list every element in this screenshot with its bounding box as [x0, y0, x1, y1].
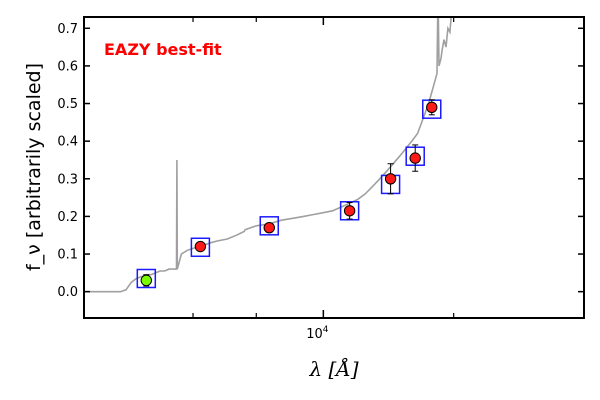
y-tick-label: 0.1	[57, 248, 78, 263]
annotation-text: EAZY best-fit	[104, 40, 222, 59]
y-axis-label: f_ν [arbitrarily scaled]	[23, 63, 45, 271]
data-point	[343, 205, 356, 217]
model-spectrum-line	[84, 17, 452, 293]
y-tick-label: 0.4	[57, 135, 78, 150]
y-tick-label: 0.5	[57, 97, 78, 112]
data-point	[194, 240, 207, 253]
y-tick-label: 0.2	[57, 210, 78, 225]
model-flux-box	[136, 268, 157, 289]
data-point	[384, 173, 397, 185]
model-flux-box	[259, 216, 280, 236]
x-axis-label: λ [Å]	[308, 356, 358, 381]
model-flux-box	[339, 201, 360, 221]
plot-area	[84, 17, 452, 293]
data-point	[426, 101, 438, 114]
plot-frame	[83, 16, 585, 319]
axis-ticks: 0.0 0.1 0.2 0.3 0.4 0.5 0.6 0.7 104	[57, 17, 584, 342]
model-flux-box	[190, 237, 211, 258]
data-point	[409, 152, 421, 164]
y-tick-label: 0.0	[57, 285, 78, 300]
y-tick-label: 0.7	[57, 22, 78, 37]
y-tick-label: 0.6	[57, 59, 78, 74]
data-point	[140, 274, 153, 287]
x-tick-label: 104	[306, 325, 329, 342]
y-tick-label: 0.3	[57, 172, 78, 187]
data-point	[263, 222, 275, 234]
